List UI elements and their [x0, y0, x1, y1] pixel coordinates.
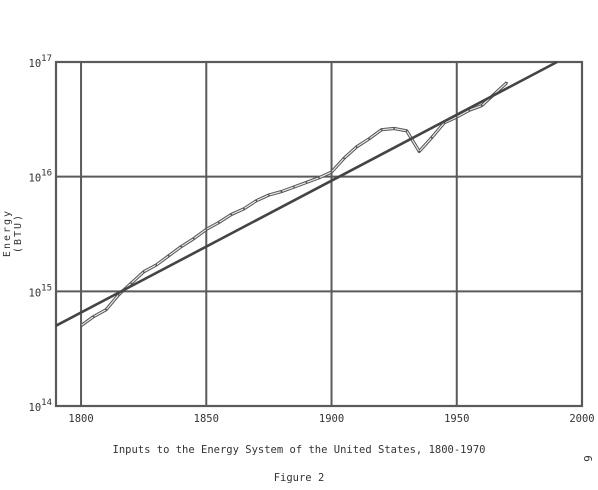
data-point	[305, 181, 308, 184]
data-point	[130, 282, 133, 285]
x-tick-label: 1950	[444, 413, 469, 425]
data-point	[418, 150, 421, 153]
data-point	[343, 157, 345, 160]
grid	[54, 60, 584, 408]
data-point	[142, 270, 145, 273]
data-point	[430, 136, 433, 139]
y-tick-label: 1014	[29, 398, 53, 414]
data-point	[268, 194, 270, 196]
y-axis-label: Energy (BTU)	[2, 208, 24, 258]
tick-labels: 1800 1850 1900 1950 2000 1014 1015 1016 1017	[29, 54, 595, 425]
x-tick-label: 1900	[319, 413, 344, 425]
data-point	[480, 104, 483, 107]
series-layer	[55, 60, 558, 327]
data-point	[368, 137, 370, 140]
y-tick-label: 1016	[29, 169, 53, 185]
data-point	[405, 129, 408, 132]
figure-label: Figure 2	[273, 472, 325, 484]
data-point	[455, 116, 458, 118]
data-point	[80, 324, 82, 327]
observed-line-outer	[80, 81, 508, 327]
y-tick-label: 1017	[29, 54, 53, 70]
data-point	[255, 199, 258, 202]
plot-frame	[54, 60, 584, 408]
x-tick-label: 1800	[68, 413, 93, 425]
data-point	[217, 221, 220, 224]
data-point	[293, 186, 295, 188]
trend-line	[55, 60, 558, 327]
data-point	[380, 128, 383, 131]
x-tick-label: 1850	[194, 413, 219, 425]
data-point	[318, 176, 320, 179]
data-point	[505, 81, 508, 84]
chart-title: Inputs to the Energy System of the Unite…	[112, 444, 486, 456]
x-tick-label: 2000	[569, 413, 594, 425]
page-number: 6	[580, 455, 594, 462]
observed-line-inner	[80, 82, 508, 327]
data-point	[230, 213, 233, 216]
data-point	[155, 264, 158, 266]
data-point	[180, 245, 183, 248]
data-point	[92, 315, 95, 318]
data-point	[167, 254, 170, 257]
data-point	[105, 308, 107, 311]
data-point	[192, 237, 195, 240]
data-point	[355, 145, 358, 148]
data-point	[330, 171, 333, 173]
data-point	[280, 190, 283, 193]
data-point	[205, 228, 208, 231]
data-point	[242, 207, 245, 210]
data-point	[393, 127, 396, 130]
y-tick-label: 1015	[29, 283, 53, 299]
